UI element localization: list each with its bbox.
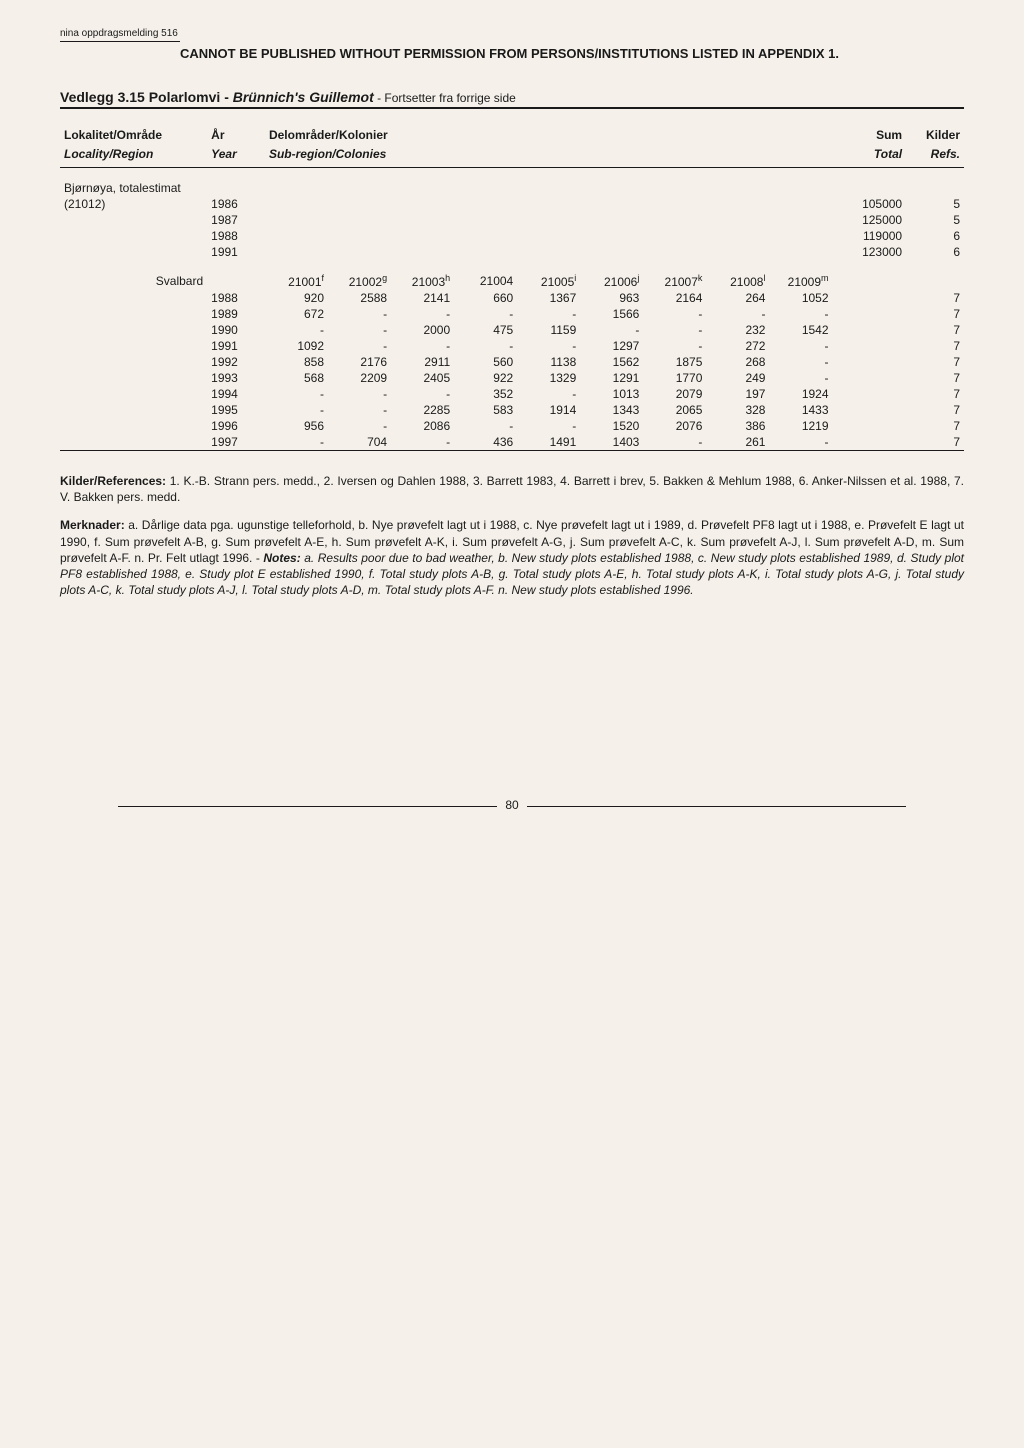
th-locality: Lokalitet/Område	[60, 127, 207, 146]
th-refs: Kilder	[906, 127, 964, 146]
table-row: 19911230006	[60, 244, 964, 260]
section-title-latin: Brünnich's Guillemot	[233, 89, 374, 105]
table-row: 1988920258821416601367963216426410527	[60, 290, 964, 306]
table-row: 19871250005	[60, 212, 964, 228]
th-year-en: Year	[207, 146, 265, 165]
page-number: 80	[60, 798, 964, 812]
table-row: 1995--228558319141343206532814337	[60, 402, 964, 418]
section-title: Vedlegg 3.15 Polarlomvi - Brünnich's Gui…	[60, 89, 964, 109]
merknader-label: Merknader:	[60, 518, 125, 532]
th-total-en: Total	[833, 146, 907, 165]
th-subregion: Delområder/Kolonier	[265, 127, 833, 146]
th-locality-en: Locality/Region	[60, 146, 207, 165]
svalbard-col-header: Svalbard21001f21002g21003h2100421005i210…	[60, 272, 964, 290]
references-text: 1. K.-B. Strann pers. medd., 2. Iversen …	[60, 474, 964, 504]
references-block: Kilder/References: 1. K.-B. Strann pers.…	[60, 473, 964, 598]
table-row: 1989672----1566---7	[60, 306, 964, 322]
series-label: nina oppdragsmelding 516	[60, 28, 180, 42]
table-row: 1990--20004751159--23215427	[60, 322, 964, 338]
section-continuation: - Fortsetter fra forrige side	[374, 91, 516, 105]
section-title-plain: Polarlomvi -	[149, 89, 229, 105]
th-sum: Sum	[833, 127, 907, 146]
table-row: 19881190006	[60, 228, 964, 244]
table-row: 19911092----1297-272-7	[60, 338, 964, 354]
section-number: Vedlegg 3.15	[60, 89, 145, 105]
references-label: Kilder/References:	[60, 474, 166, 488]
notes-label: Notes:	[263, 551, 300, 565]
bjornoya-label: Bjørnøya, totalestimat	[60, 180, 964, 196]
data-table: Lokalitet/Område År Delområder/Kolonier …	[60, 127, 964, 451]
table-row: 1994---352-1013207919719247	[60, 386, 964, 402]
th-refs-en: Refs.	[906, 146, 964, 165]
th-subregion-en: Sub-region/Colonies	[265, 146, 833, 165]
table-row: 199285821762911560113815621875268-7	[60, 354, 964, 370]
table-row: 1996956-2086--1520207638612197	[60, 418, 964, 434]
table-row: (21012)19861050005	[60, 196, 964, 212]
th-year: År	[207, 127, 265, 146]
permission-banner: CANNOT BE PUBLISHED WITHOUT PERMISSION F…	[180, 46, 964, 61]
table-row: 1997-704-43614911403-261-7	[60, 434, 964, 451]
table-row: 199356822092405922132912911770249-7	[60, 370, 964, 386]
